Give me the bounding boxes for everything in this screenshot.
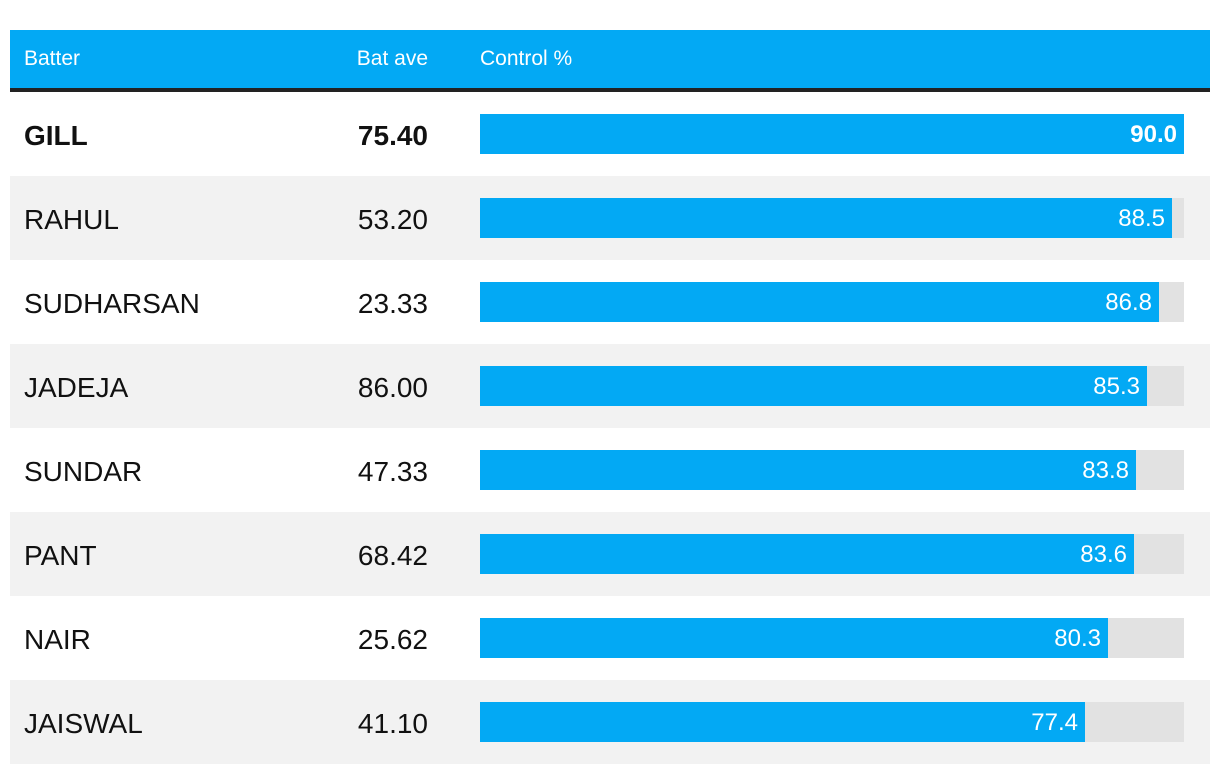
control-bar: 83.6 xyxy=(480,534,1134,574)
table-body: GILL 75.40 90.0 RAHUL 53.20 88.5 SUDHARSAN 23.3… xyxy=(10,92,1210,764)
control-value-label: 86.8 xyxy=(1105,289,1152,316)
table-row: NAIR 25.62 80.3 xyxy=(10,596,1210,680)
control-value-label: 83.8 xyxy=(1082,457,1129,484)
control-bar-track: 88.5 xyxy=(480,198,1184,238)
bat-ave-value: 86.00 xyxy=(357,372,428,403)
control-value-label: 83.6 xyxy=(1080,541,1127,568)
bat-ave-value: 75.40 xyxy=(357,120,428,151)
bat-ave-value: 68.42 xyxy=(357,540,428,571)
control-value-label: 77.4 xyxy=(1031,709,1078,736)
table-row: GILL 75.40 90.0 xyxy=(10,92,1210,176)
table-row: SUNDAR 47.33 83.8 xyxy=(10,428,1210,512)
control-bar: 77.4 xyxy=(480,702,1085,742)
control-bar: 85.3 xyxy=(480,366,1147,406)
control-bar-track: 83.8 xyxy=(480,450,1184,490)
batter-name: RAHUL xyxy=(24,204,119,235)
column-header-batter: Batter xyxy=(24,47,81,70)
control-bar: 80.3 xyxy=(480,618,1108,658)
column-header-control: Control % xyxy=(480,47,573,70)
batter-name: NAIR xyxy=(24,624,91,655)
control-bar-track: 80.3 xyxy=(480,618,1184,658)
table-row: RAHUL 53.20 88.5 xyxy=(10,176,1210,260)
batter-name: JADEJA xyxy=(24,372,129,403)
table-row: SUDHARSAN 23.33 86.8 xyxy=(10,260,1210,344)
column-header-bat-ave: Bat ave xyxy=(356,47,428,70)
batter-name: JAISWAL xyxy=(24,708,143,739)
batter-name: SUDHARSAN xyxy=(24,288,200,319)
bat-ave-value: 53.20 xyxy=(357,204,428,235)
control-bar: 90.0 xyxy=(480,114,1184,154)
control-bar-track: 83.6 xyxy=(480,534,1184,574)
control-bar: 88.5 xyxy=(480,198,1172,238)
control-bar-track: 85.3 xyxy=(480,366,1184,406)
table-row: PANT 68.42 83.6 xyxy=(10,512,1210,596)
control-value-label: 85.3 xyxy=(1093,373,1140,400)
control-bar-track: 86.8 xyxy=(480,282,1184,322)
bat-ave-value: 23.33 xyxy=(357,288,428,319)
batting-table: Batter Bat ave Control % GILL 75.40 90.0 RA… xyxy=(10,30,1210,764)
control-value-label: 90.0 xyxy=(1130,121,1177,148)
control-bar: 86.8 xyxy=(480,282,1159,322)
batter-name: SUNDAR xyxy=(24,456,143,487)
table-row: JAISWAL 41.10 77.4 xyxy=(10,680,1210,764)
control-bar: 83.8 xyxy=(480,450,1136,490)
batter-name: GILL xyxy=(24,120,88,151)
bat-ave-value: 25.62 xyxy=(357,624,428,655)
bat-ave-value: 41.10 xyxy=(357,708,428,739)
bat-ave-value: 47.33 xyxy=(357,456,428,487)
table-row: JADEJA 86.00 85.3 xyxy=(10,344,1210,428)
control-bar-track: 77.4 xyxy=(480,702,1184,742)
batter-name: PANT xyxy=(24,540,97,571)
table-header: Batter Bat ave Control % xyxy=(10,30,1210,92)
control-value-label: 80.3 xyxy=(1054,625,1101,652)
control-value-label: 88.5 xyxy=(1118,205,1165,232)
control-bar-track: 90.0 xyxy=(480,114,1184,154)
